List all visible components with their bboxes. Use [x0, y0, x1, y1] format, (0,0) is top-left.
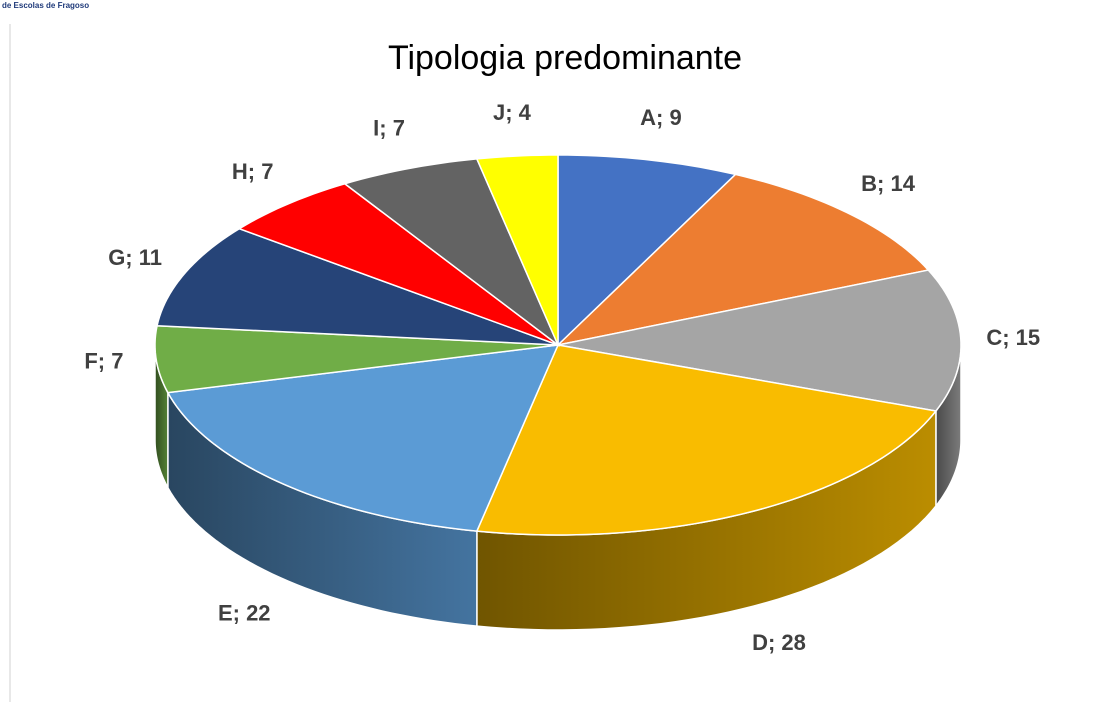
header-text: de Escolas de Fragoso [2, 1, 89, 10]
slice [237, 182, 559, 346]
slice [156, 227, 559, 346]
slice [475, 344, 938, 536]
slice [555, 173, 930, 347]
data-label: G; 11 [108, 245, 162, 270]
slice [475, 154, 559, 346]
chart-title: Tipologia predominante [388, 39, 742, 77]
slice [166, 344, 560, 532]
data-label: F; 7 [84, 348, 123, 373]
data-label: D; 28 [752, 630, 806, 655]
data-label: I; 7 [373, 116, 405, 141]
data-label: C; 15 [986, 325, 1040, 350]
data-label: J; 4 [493, 100, 532, 125]
slice [154, 324, 559, 394]
slice [343, 158, 560, 348]
data-label: E; 22 [218, 600, 271, 625]
slice [557, 154, 738, 347]
data-label: H; 7 [232, 159, 274, 184]
data-label: B; 14 [861, 171, 916, 196]
data-label: A; 9 [640, 105, 682, 130]
slice [557, 269, 962, 412]
